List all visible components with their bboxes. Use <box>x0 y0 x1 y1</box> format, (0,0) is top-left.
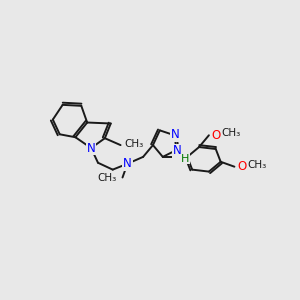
Text: N: N <box>173 145 182 158</box>
Text: CH₃: CH₃ <box>124 139 144 149</box>
Text: CH₃: CH₃ <box>222 128 241 138</box>
Text: N: N <box>171 128 180 141</box>
Text: O: O <box>212 129 221 142</box>
Text: CH₃: CH₃ <box>247 160 266 170</box>
Text: N: N <box>87 142 95 154</box>
Text: N: N <box>123 157 132 170</box>
Text: O: O <box>237 160 247 173</box>
Text: H: H <box>181 154 190 164</box>
Text: CH₃: CH₃ <box>98 173 117 184</box>
